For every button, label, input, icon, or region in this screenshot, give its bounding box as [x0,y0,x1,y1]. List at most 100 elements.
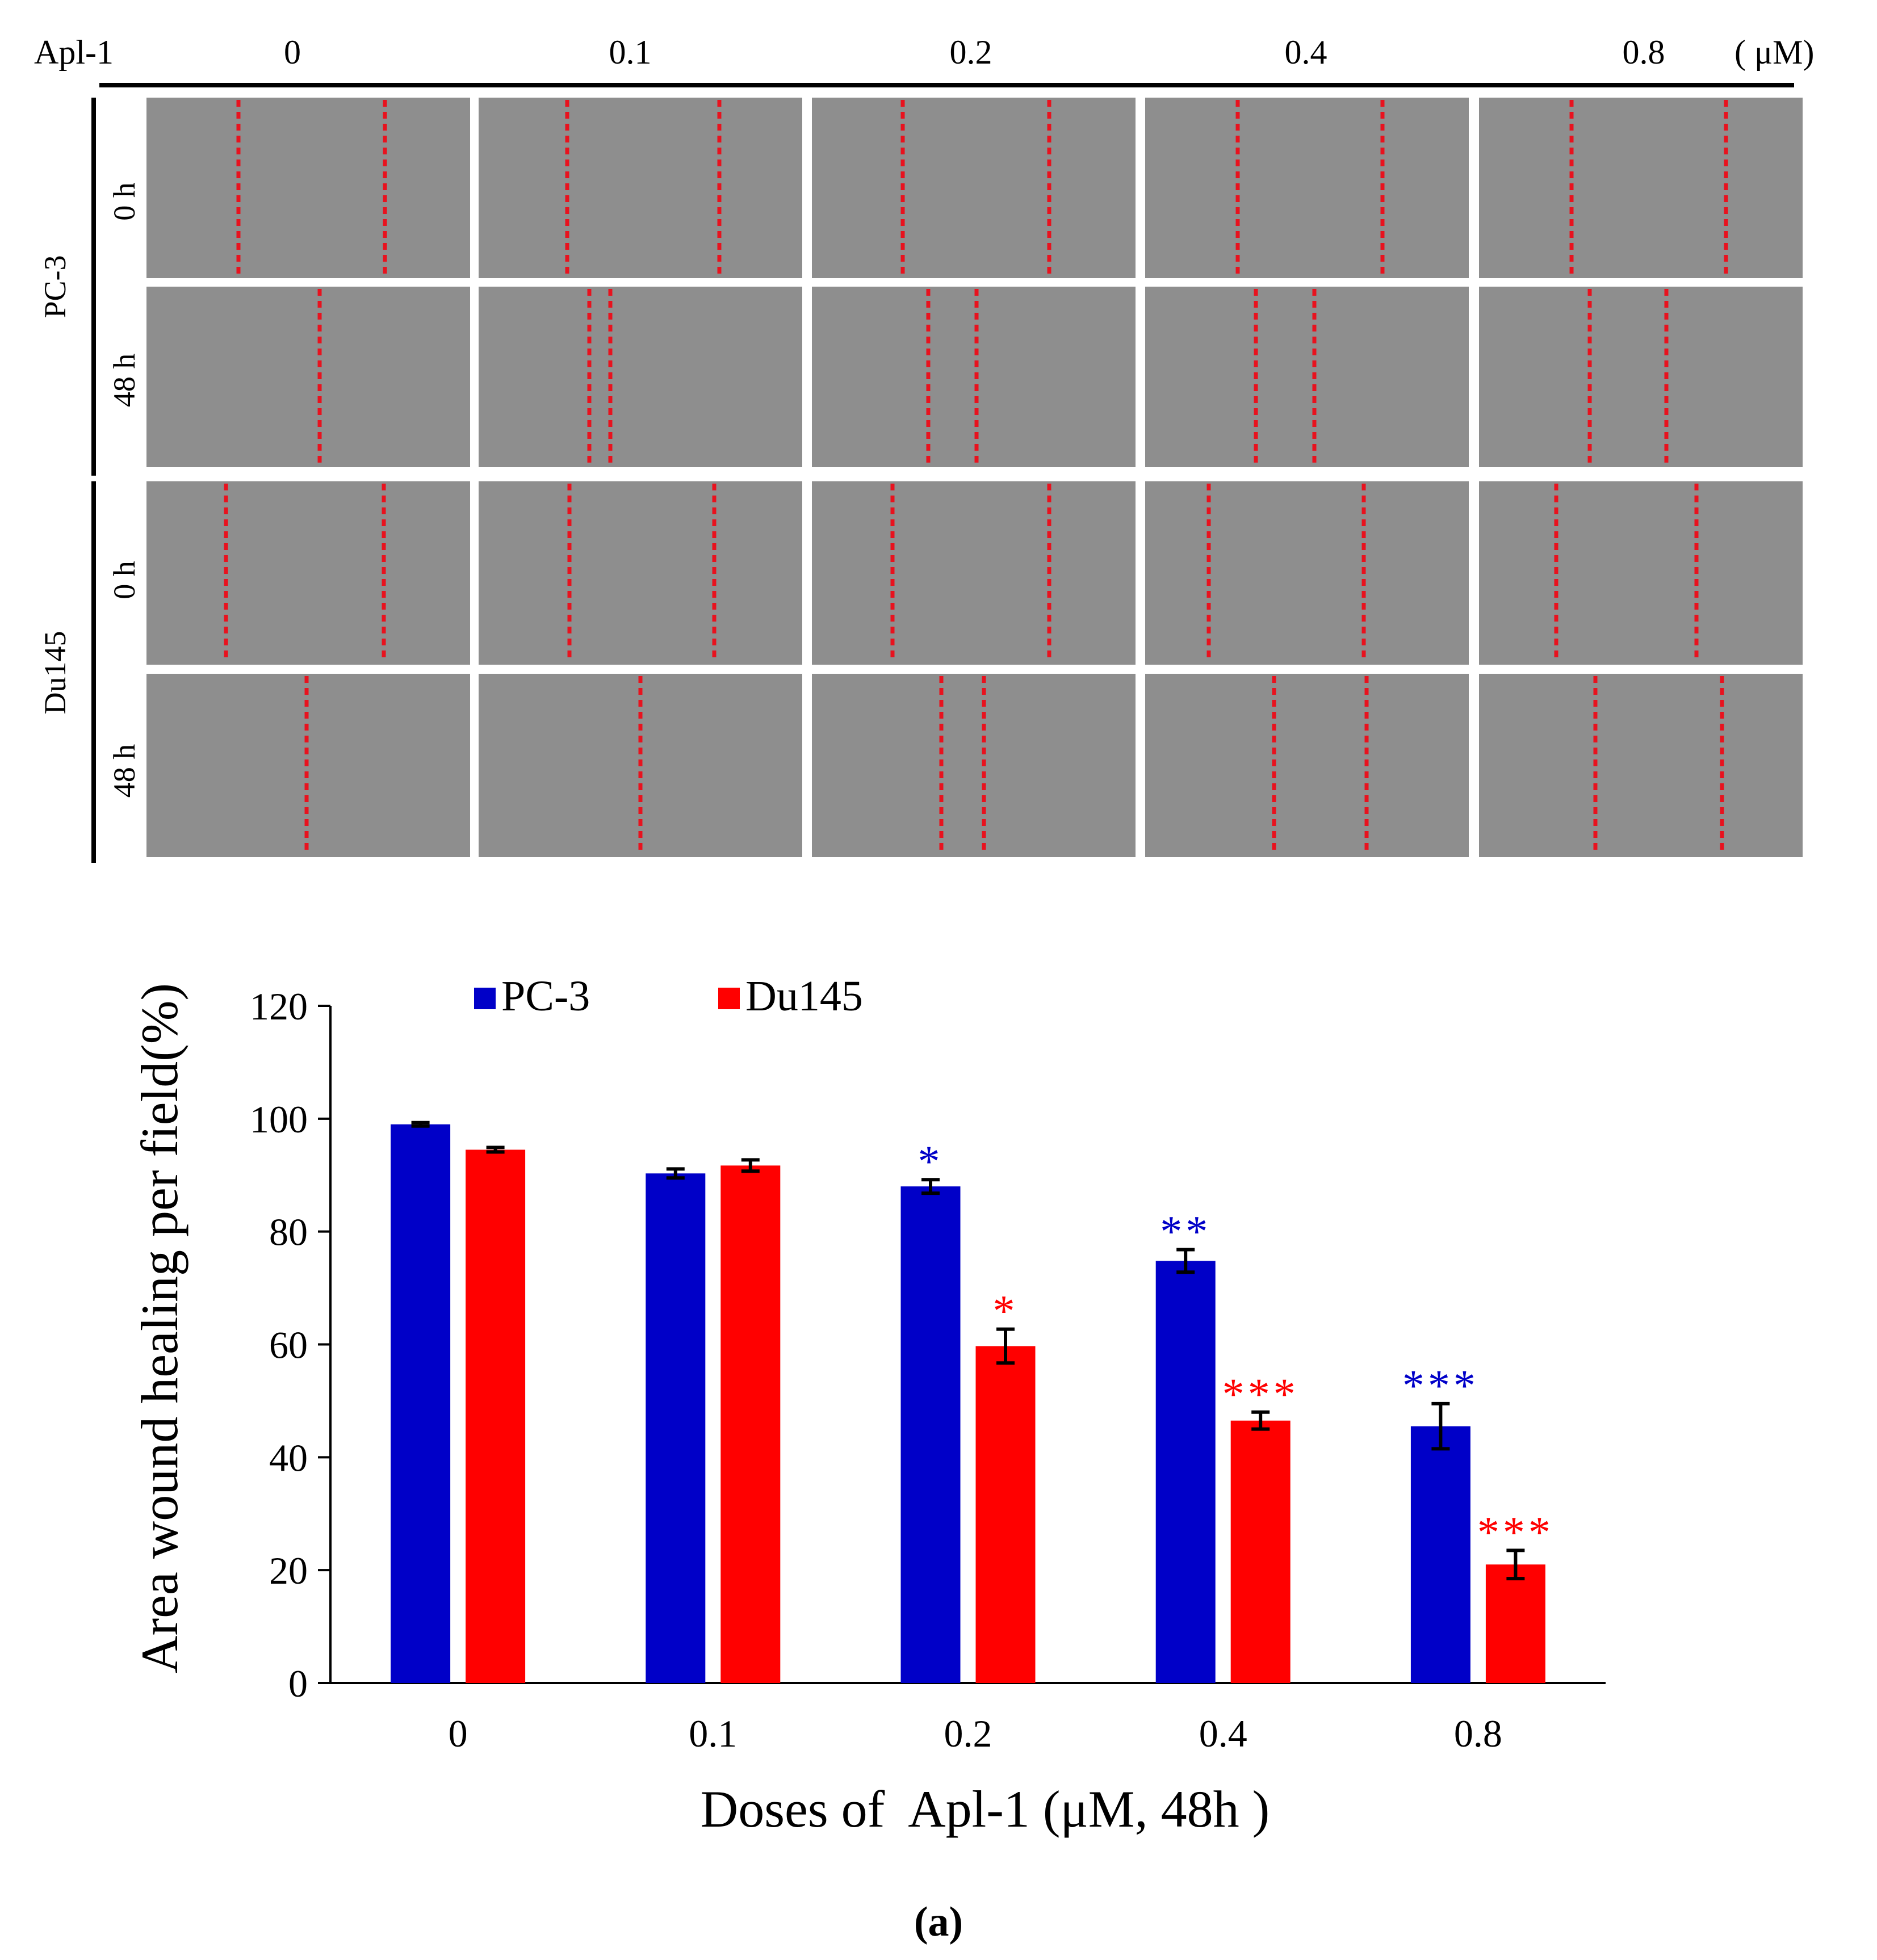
scratch-assay-panel: Apl-1 0 0.1 0.2 0.4 0.8 ( μM) PC-3 Du145… [34,33,1814,863]
timepoint-label-pc3-48h: 48 h [107,354,141,408]
micrograph-du145-0h-dose-0 [146,481,470,665]
legend-swatch [718,988,740,1009]
dose-unit: ( μM) [1734,33,1814,71]
significance-marker: *** [1402,1361,1479,1410]
x-tick-label: 0.8 [1454,1712,1502,1755]
micrograph-tile [479,98,802,278]
micrograph-du145-48h-dose-1 [479,674,802,857]
bar-pc3-1 [646,1173,706,1683]
x-tick-label: 0.2 [944,1712,992,1755]
x-axis: 0 0.1 0.2 0.4 0.8 [330,1682,1606,1755]
bars: ******* ****** [391,1120,1554,1683]
y-tick-label: 60 [269,1324,308,1367]
dose-header-3: 0.4 [1285,33,1327,71]
micrograph-pc3-48h-dose-2 [812,287,1136,467]
y-axis-label: Area wound healing per field(%) [131,983,188,1673]
micrograph-tile [1479,287,1803,467]
micrograph-du145-0h-dose-3 [1145,481,1469,665]
micrograph-tile [146,287,470,467]
y-tick-label: 0 [288,1662,308,1705]
micrograph-pc3-0h-dose-0 [146,98,470,278]
timepoint-label-du145-48h: 48 h [107,744,141,798]
micrograph-tile [479,481,802,665]
micrograph-tile [1479,481,1803,665]
bar-du145-1 [720,1165,781,1683]
micrograph-tile [1145,674,1469,857]
bar-pc3-4 [1410,1426,1470,1683]
micrograph-tile [812,287,1136,467]
x-tick-label: 0 [449,1712,468,1755]
micrograph-tile [812,674,1136,857]
bar-du145-4 [1485,1564,1545,1683]
micrograph-pc3-48h-dose-0 [146,287,470,467]
cell-line-label-du145: Du145 [38,631,72,715]
micrograph-pc3-0h-dose-2 [812,98,1136,278]
micrograph-du145-48h-dose-4 [1479,674,1803,857]
error-bar [1506,1548,1525,1581]
dose-header-2: 0.2 [950,33,992,71]
error-bar [1176,1248,1195,1274]
dose-header-0: 0 [284,33,301,71]
bar-du145-2 [975,1346,1036,1683]
micrograph-pc3-0h-dose-4 [1479,98,1803,278]
y-tick-label: 100 [250,1098,308,1141]
micrograph-pc3-0h-dose-3 [1145,98,1469,278]
micrograph-tile [479,287,802,467]
timepoint-label-pc3-0h: 0 h [107,182,141,221]
error-bar [666,1167,685,1180]
y-tick-label: 20 [269,1549,308,1592]
micrograph-pc3-48h-dose-1 [479,287,802,467]
legend-swatch [474,988,496,1009]
micrograph-tile [146,481,470,665]
micrograph-pc3-48h-dose-4 [1479,287,1803,467]
legend-label: PC-3 [501,972,590,1020]
timepoint-label-du145-0h: 0 h [107,561,141,599]
significance-marker: * [918,1136,944,1186]
x-tick-label: 0.1 [689,1712,737,1755]
micrograph-tile [1479,674,1803,857]
error-bar [996,1327,1015,1365]
micrograph-du145-48h-dose-3 [1145,674,1469,857]
y-axis: 0 20 40 60 80 100 120 [250,985,332,1705]
significance-marker: ** [1160,1206,1211,1256]
error-bar [921,1178,940,1195]
significance-marker: *** [1222,1369,1299,1418]
micrograph-du145-0h-dose-4 [1479,481,1803,665]
micrograph-tile [1479,98,1803,278]
cell-line-label-pc3: PC-3 [38,255,72,318]
significance-marker: * [993,1286,1019,1336]
micrograph-pc3-0h-dose-1 [479,98,802,278]
panel-label: (a) [914,1899,963,1945]
micrograph-tile [812,98,1136,278]
micrograph-grid [146,98,1803,857]
legend-label: Du145 [745,972,863,1020]
micrograph-du145-0h-dose-2 [812,481,1136,665]
micrograph-tile [1145,98,1469,278]
treatment-label: Apl-1 [34,33,114,71]
bar-pc3-2 [900,1186,961,1683]
micrograph-pc3-48h-dose-3 [1145,287,1469,467]
micrograph-du145-0h-dose-1 [479,481,802,665]
error-bar [411,1120,430,1128]
dose-header-4: 0.8 [1623,33,1665,71]
micrograph-du145-48h-dose-2 [812,674,1136,857]
y-tick-label: 80 [269,1211,308,1254]
x-tick-label: 0.4 [1199,1712,1247,1755]
micrograph-tile [1145,287,1469,467]
bar-du145-3 [1230,1420,1291,1683]
bar-pc3-0 [391,1124,451,1683]
error-bar [741,1158,760,1173]
dose-header-1: 0.1 [609,33,652,71]
x-axis-label: Doses of Apl-1 (μM, 48h ) [701,1780,1270,1838]
bar-du145-0 [466,1149,526,1683]
micrograph-tile [812,481,1136,665]
error-bar [1431,1401,1450,1451]
y-tick-label: 120 [250,985,308,1028]
micrograph-tile [1145,481,1469,665]
micrograph-du145-48h-dose-0 [146,674,470,857]
error-bar [486,1145,505,1154]
significance-marker: *** [1477,1507,1554,1556]
bar-pc3-3 [1155,1261,1216,1683]
